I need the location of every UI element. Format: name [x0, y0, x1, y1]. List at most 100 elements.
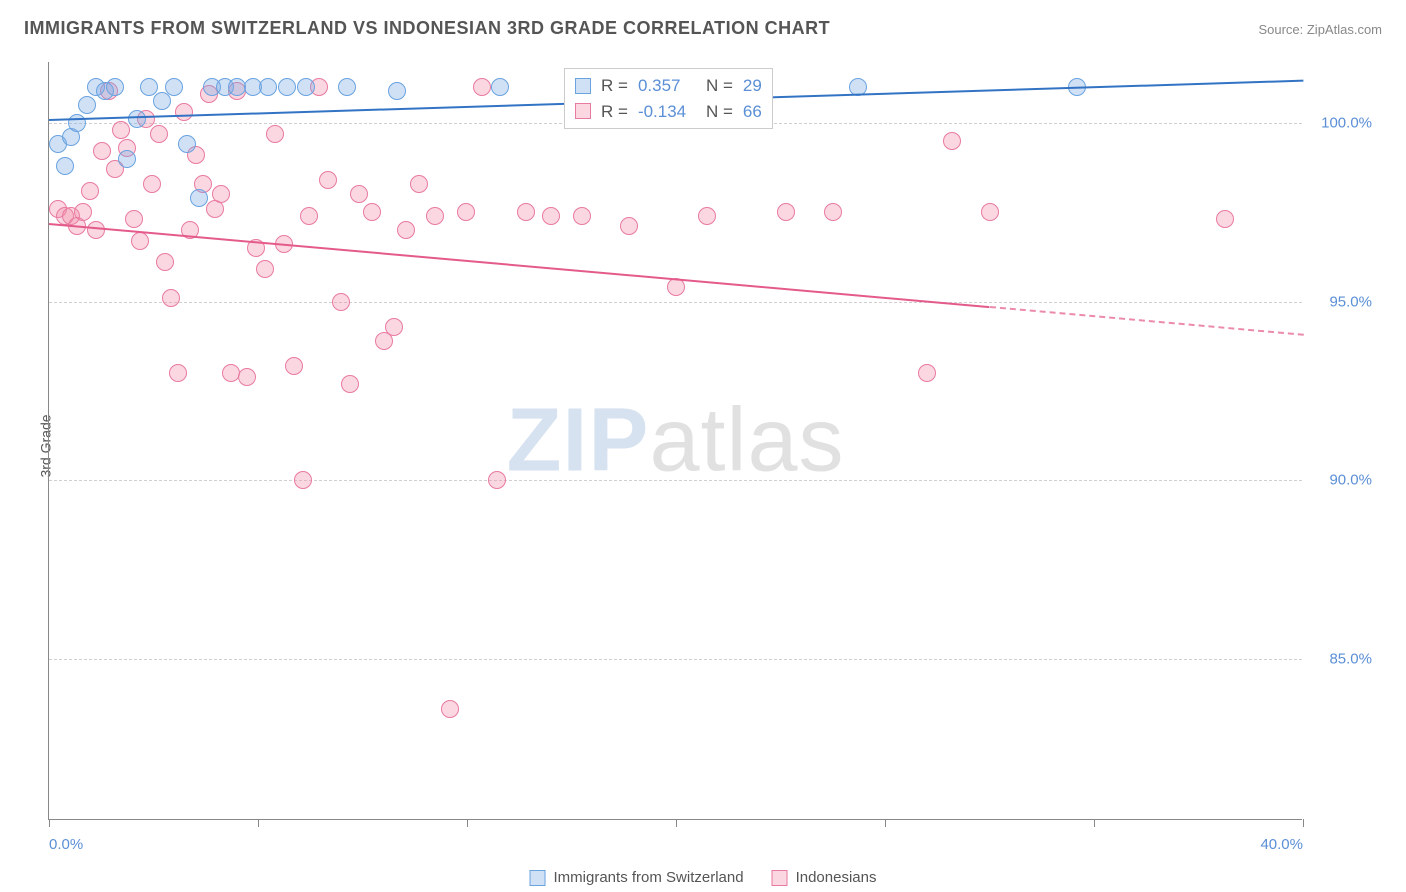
scatter-point	[385, 318, 403, 336]
legend-n-value: 29	[743, 73, 762, 99]
scatter-point	[118, 150, 136, 168]
scatter-point	[112, 121, 130, 139]
legend-series-label: Immigrants from Switzerland	[554, 869, 744, 886]
scatter-point	[153, 92, 171, 110]
y-tick-label: 100.0%	[1321, 114, 1372, 131]
scatter-point	[278, 78, 296, 96]
scatter-point	[68, 114, 86, 132]
scatter-point	[190, 189, 208, 207]
legend-swatch	[772, 870, 788, 886]
scatter-point	[238, 368, 256, 386]
legend-series-item: Immigrants from Switzerland	[530, 869, 744, 886]
legend-r-label: R =	[601, 73, 628, 99]
legend-swatch	[530, 870, 546, 886]
scatter-point	[1216, 210, 1234, 228]
scatter-point	[300, 207, 318, 225]
x-tick	[467, 819, 468, 827]
scatter-point	[341, 375, 359, 393]
y-tick-label: 85.0%	[1329, 651, 1372, 668]
scatter-point	[410, 175, 428, 193]
scatter-point	[143, 175, 161, 193]
legend-swatch	[575, 78, 591, 94]
scatter-point	[573, 207, 591, 225]
legend-correlation-row: R = 0.357 N = 29	[575, 73, 762, 99]
scatter-point	[93, 142, 111, 160]
chart-source: Source: ZipAtlas.com	[1258, 22, 1382, 37]
legend-swatch	[575, 103, 591, 119]
scatter-point	[125, 210, 143, 228]
scatter-point	[777, 203, 795, 221]
scatter-point	[488, 471, 506, 489]
scatter-point	[256, 260, 274, 278]
scatter-point	[150, 125, 168, 143]
chart-header: IMMIGRANTS FROM SWITZERLAND VS INDONESIA…	[24, 18, 1382, 39]
scatter-point	[285, 357, 303, 375]
scatter-point	[106, 78, 124, 96]
plot-area: ZIPatlas 85.0%90.0%95.0%100.0%0.0%40.0%	[48, 62, 1302, 820]
y-tick-label: 90.0%	[1329, 472, 1372, 489]
legend-n-label: N =	[706, 73, 733, 99]
x-tick	[1303, 819, 1304, 827]
scatter-point	[943, 132, 961, 150]
scatter-point	[165, 78, 183, 96]
scatter-point	[128, 110, 146, 128]
legend-r-value: 0.357	[638, 73, 696, 99]
gridline	[49, 302, 1302, 303]
x-tick	[258, 819, 259, 827]
trend-line	[49, 223, 990, 308]
watermark-zip: ZIP	[506, 390, 649, 490]
scatter-point	[259, 78, 277, 96]
x-tick-label: 0.0%	[49, 836, 83, 853]
scatter-point	[297, 78, 315, 96]
legend-correlation-row: R = -0.134 N = 66	[575, 99, 762, 125]
scatter-point	[698, 207, 716, 225]
scatter-point	[918, 364, 936, 382]
scatter-point	[332, 293, 350, 311]
scatter-point	[131, 232, 149, 250]
scatter-point	[542, 207, 560, 225]
scatter-point	[156, 253, 174, 271]
scatter-point	[426, 207, 444, 225]
scatter-point	[491, 78, 509, 96]
scatter-point	[473, 78, 491, 96]
scatter-point	[178, 135, 196, 153]
scatter-point	[517, 203, 535, 221]
x-tick-label: 40.0%	[1260, 836, 1303, 853]
watermark: ZIPatlas	[506, 389, 844, 492]
scatter-point	[81, 182, 99, 200]
scatter-point	[294, 471, 312, 489]
scatter-point	[363, 203, 381, 221]
x-tick	[49, 819, 50, 827]
scatter-point	[457, 203, 475, 221]
y-tick-label: 95.0%	[1329, 293, 1372, 310]
scatter-point	[350, 185, 368, 203]
legend-n-label: N =	[706, 99, 733, 125]
x-tick	[676, 819, 677, 827]
legend-r-label: R =	[601, 99, 628, 125]
gridline	[49, 480, 1302, 481]
series-legend: Immigrants from Switzerland Indonesians	[530, 869, 877, 886]
correlation-legend: R = 0.357 N = 29 R = -0.134 N = 66	[564, 68, 773, 129]
legend-series-label: Indonesians	[796, 869, 877, 886]
legend-r-value: -0.134	[638, 99, 696, 125]
scatter-point	[78, 96, 96, 114]
scatter-point	[56, 157, 74, 175]
scatter-point	[266, 125, 284, 143]
scatter-point	[397, 221, 415, 239]
legend-series-item: Indonesians	[772, 869, 877, 886]
scatter-point	[162, 289, 180, 307]
scatter-point	[169, 364, 187, 382]
x-tick	[885, 819, 886, 827]
legend-n-value: 66	[743, 99, 762, 125]
scatter-point	[388, 82, 406, 100]
scatter-point	[87, 221, 105, 239]
scatter-point	[74, 203, 92, 221]
scatter-point	[981, 203, 999, 221]
gridline	[49, 659, 1302, 660]
trend-line	[989, 306, 1303, 336]
scatter-point	[620, 217, 638, 235]
chart-title: IMMIGRANTS FROM SWITZERLAND VS INDONESIA…	[24, 18, 830, 39]
x-tick	[1094, 819, 1095, 827]
scatter-point	[441, 700, 459, 718]
scatter-point	[212, 185, 230, 203]
